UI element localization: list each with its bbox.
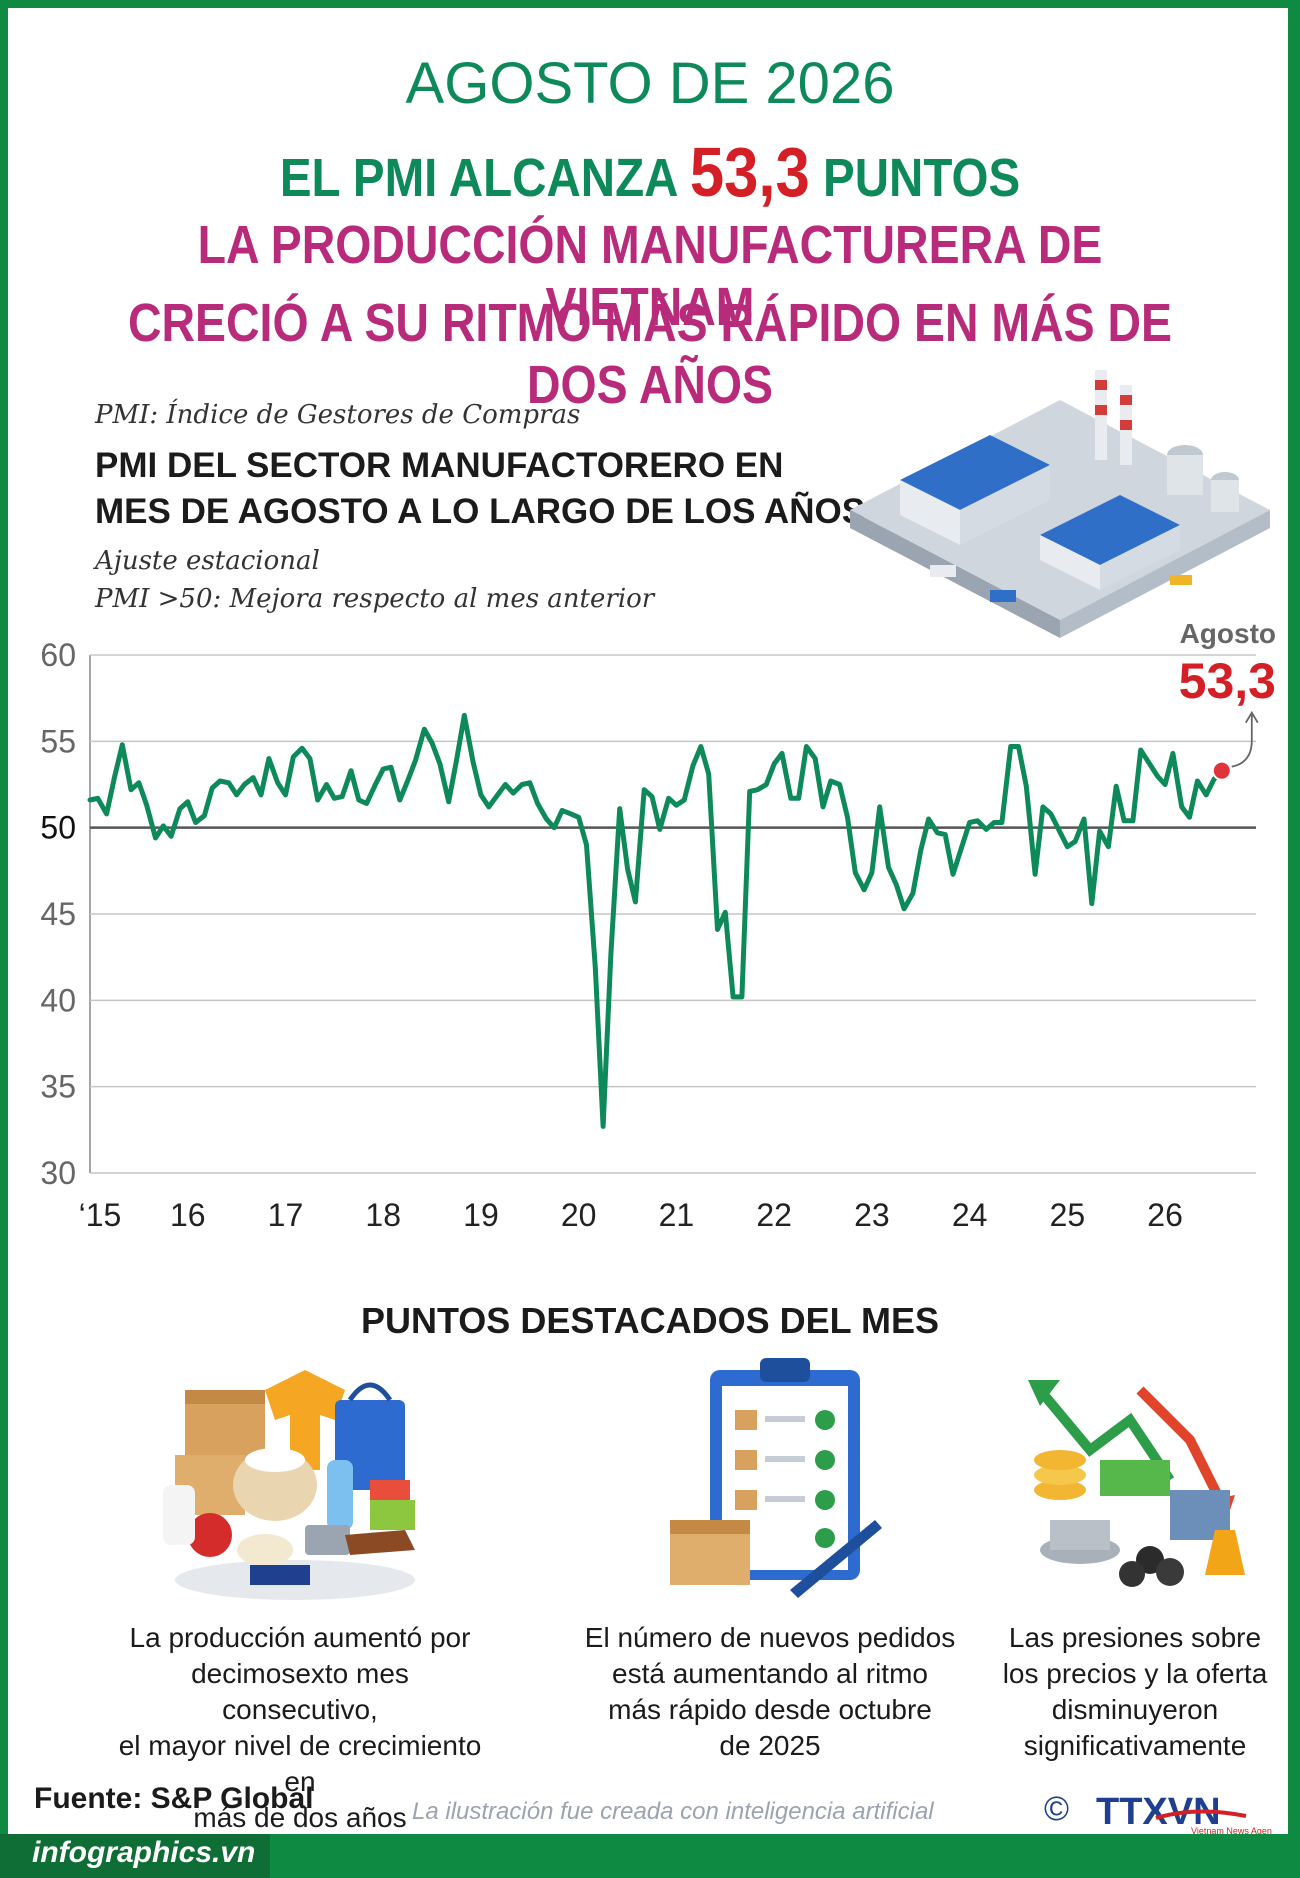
callout-value: 53,3 (1179, 653, 1276, 709)
headline-post: PUNTOS (809, 148, 1021, 208)
ttxvn-logo: TTXVN Vietnam News Agency (1096, 1792, 1272, 1836)
highlight-3-line-1: Las presiones sobre (1008, 1622, 1262, 1653)
headline-pre: EL PMI ALCANZA (279, 148, 690, 208)
highlight-2-line-4: de 2025 (719, 1730, 821, 1761)
x-tick-label: 26 (1147, 1197, 1183, 1233)
chart-callout: Agosto 53,3 (1179, 620, 1276, 768)
highlights-title: PUNTOS DESTACADOS DEL MES (360, 1300, 940, 1341)
x-tick-label: 25 (1050, 1197, 1086, 1233)
callout-arrowhead (1245, 710, 1259, 724)
chart-grid (89, 654, 1256, 1174)
factory-illustration-icon (850, 370, 1270, 638)
commodities-prices-icon (1028, 1380, 1245, 1587)
x-tick-label: 23 (854, 1197, 890, 1233)
x-tick-label: 16 (170, 1197, 206, 1233)
footer-tab (0, 1834, 270, 1878)
headline-pmi: EL PMI ALCANZA 53,3 PUNTOS (78, 132, 1222, 212)
chart-series (87, 712, 1232, 1129)
highlight-1-line-1: La producción aumentó por (129, 1622, 471, 1653)
x-tick-label: 24 (952, 1197, 988, 1233)
highlight-1-line-3: el mayor nivel de crecimiento en (118, 1730, 482, 1797)
highlight-1-line-2: decimosexto mes consecutivo, (191, 1658, 409, 1725)
pmi-series-line (87, 712, 1225, 1129)
goods-icon (163, 1370, 415, 1600)
x-tick-label: 20 (561, 1197, 597, 1233)
headline-value: 53,3 (689, 133, 810, 211)
highlight-2-line-1: El número de nuevos pedidos (584, 1622, 956, 1653)
highlight-3-line-2: los precios y la oferta (1002, 1658, 1268, 1689)
x-tick-label: ‘15 (79, 1197, 122, 1233)
pmi-definition: PMI: Índice de Gestores de Compras (95, 400, 581, 430)
y-tick-label: 50 (40, 810, 76, 846)
logo-subtext: Vietnam News Agency (1191, 1826, 1272, 1836)
x-tick-label: 19 (463, 1197, 499, 1233)
y-tick-label: 45 (40, 896, 76, 932)
y-axis-ticks: 60 55 50 45 40 35 30 (40, 637, 76, 1191)
highlight-text-production: La producción aumentó por decimosexto mes… (110, 1620, 490, 1836)
highlight-2-line-3: más rápido desde octubre (608, 1694, 932, 1725)
x-tick-label: 17 (268, 1197, 304, 1233)
date-title: AGOSTO DE 2026 (405, 51, 895, 116)
chart-subtitle-line-1: PMI DEL SECTOR MANUFACTORERO EN (95, 446, 784, 485)
y-tick-label: 35 (40, 1069, 76, 1105)
highlight-3-line-3: disminuyeron (1051, 1694, 1219, 1725)
last-point-marker (1211, 760, 1232, 781)
callout-connector (1231, 714, 1253, 768)
highlight-1-line-4: más de dos años (193, 1802, 407, 1833)
y-tick-label: 30 (40, 1155, 76, 1191)
headline-line-3: CRECIÓ A SU RITMO MÁS RÁPIDO EN MÁS DE D… (127, 293, 1173, 415)
y-tick-label: 60 (40, 637, 76, 673)
site-link[interactable]: infographics.vn (32, 1836, 256, 1869)
highlight-text-orders: El número de nuevos pedidos está aumentan… (580, 1620, 960, 1764)
improvement-note: PMI >50: Mejora respecto al mes anterior (95, 584, 655, 614)
ai-illustration-note: La ilustración fue creada con inteligenc… (412, 1798, 934, 1825)
x-tick-label: 22 (756, 1197, 792, 1233)
highlight-3-line-4: significativamente (1023, 1730, 1247, 1761)
x-axis-ticks: ‘15 16 17 18 19 20 21 22 23 24 25 26 (79, 1197, 1183, 1233)
y-tick-label: 55 (40, 723, 76, 759)
callout-label: Agosto (1180, 620, 1276, 649)
highlight-text-prices: Las presiones sobre los precios y la ofer… (980, 1620, 1290, 1764)
y-tick-label: 40 (40, 982, 76, 1018)
copyright-icon: © (1044, 1790, 1070, 1828)
clipboard-orders-icon (670, 1358, 882, 1598)
highlight-2-line-2: está aumentando al ritmo (612, 1658, 928, 1689)
source-label: Fuente: S&P Global (34, 1782, 314, 1815)
chart-subtitle-line-2: MES DE AGOSTO A LO LARGO DE LOS AÑOS (95, 492, 866, 531)
x-tick-label: 18 (365, 1197, 401, 1233)
x-tick-label: 21 (659, 1197, 695, 1233)
pmi-line-chart: 60 55 50 45 40 35 30 ‘15 16 17 18 19 20 21 22 23 24 25 26… (40, 620, 1276, 1233)
headline-line-2: LA PRODUCCIÓN MANUFACTURERA DE VIETNAM (197, 215, 1103, 337)
seasonal-note: Ajuste estacional (95, 546, 320, 576)
